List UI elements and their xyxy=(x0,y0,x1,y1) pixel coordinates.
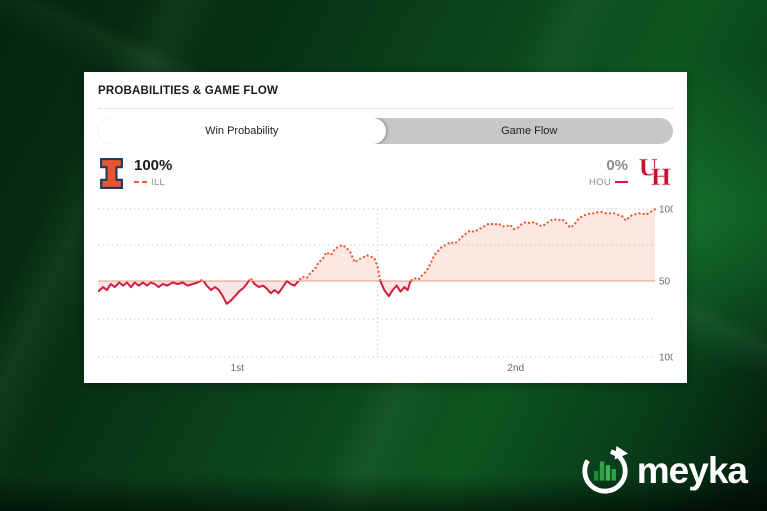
svg-text:U: U xyxy=(639,156,658,182)
tab-win-probability-label: Win Probability xyxy=(205,125,279,137)
svg-text:50: 50 xyxy=(659,277,671,288)
away-win-pct: 0% xyxy=(606,157,628,175)
tab-game-flow-label: Game Flow xyxy=(501,125,558,137)
win-probability-chart[interactable]: 100 50 100 1st 2nd xyxy=(98,197,676,384)
svg-text:100: 100 xyxy=(659,205,673,216)
home-team: 100% ILL xyxy=(98,156,172,191)
arrow-head xyxy=(614,445,628,460)
matchup-summary: 100% ILL 0% HOU U H xyxy=(98,151,673,195)
tab-game-flow[interactable]: Game Flow xyxy=(386,118,674,144)
brand-name: meyka xyxy=(636,449,748,491)
card-title: PROBABILITIES & GAME FLOW xyxy=(98,85,279,97)
svg-text:1st: 1st xyxy=(231,363,245,374)
away-team: 0% HOU U H xyxy=(589,156,673,190)
svg-text:100: 100 xyxy=(659,353,673,364)
svg-text:H: H xyxy=(651,165,672,190)
tab-win-probability[interactable]: Win Probability xyxy=(98,118,386,144)
bar-chart-icon xyxy=(593,461,616,481)
away-abbr: HOU xyxy=(588,176,611,188)
meyka-logo-icon xyxy=(582,445,628,494)
header-divider xyxy=(98,108,673,109)
houston-logo-icon: U H xyxy=(638,156,672,190)
meyka-watermark: meyka xyxy=(580,444,748,496)
illinois-logo-icon xyxy=(100,157,123,189)
chart-tab-bar: Win Probability Game Flow xyxy=(98,118,673,144)
home-line-swatch xyxy=(134,181,147,184)
svg-text:2nd: 2nd xyxy=(507,363,524,374)
probabilities-card: PROBABILITIES & GAME FLOW Win Probabilit… xyxy=(84,72,687,383)
home-legend: ILL xyxy=(134,177,172,188)
away-legend: HOU xyxy=(589,177,628,188)
home-win-pct: 100% xyxy=(134,157,173,175)
away-line-swatch xyxy=(615,181,628,184)
home-abbr: ILL xyxy=(151,176,166,188)
